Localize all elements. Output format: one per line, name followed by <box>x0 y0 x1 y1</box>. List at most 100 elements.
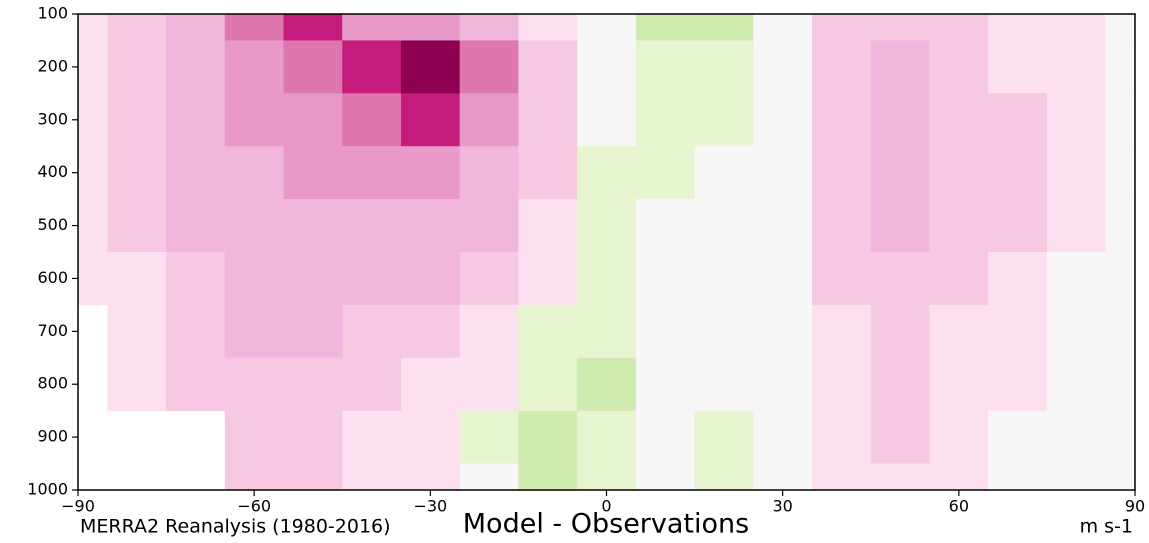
contour-cell <box>870 40 930 94</box>
contour-cell <box>753 40 813 94</box>
contour-cell <box>166 304 226 359</box>
contour-cell <box>1046 146 1107 200</box>
contour-cell <box>870 14 930 41</box>
contour-cell <box>753 252 813 306</box>
contour-cell <box>812 199 872 253</box>
contour-cell <box>342 40 402 94</box>
contour-cell <box>459 304 519 359</box>
contour-cell <box>78 146 108 200</box>
contour-cell <box>812 93 872 147</box>
contour-cell <box>224 304 285 359</box>
contour-cell <box>283 93 343 147</box>
contour-cell <box>1105 199 1135 253</box>
contour-cell <box>577 304 637 359</box>
contour-cell <box>1046 357 1107 412</box>
y-tick-label: 800 <box>37 374 68 393</box>
contour-cell <box>224 14 285 41</box>
contour-cell <box>694 357 754 412</box>
contour-cell <box>635 199 696 253</box>
contour-cell <box>988 357 1048 412</box>
contour-cell <box>812 146 872 200</box>
contour-cell <box>342 199 402 253</box>
contour-cell <box>577 357 637 412</box>
contour-cell <box>1046 199 1107 253</box>
contour-cell <box>459 146 519 200</box>
contour-cell <box>635 40 696 94</box>
contour-cell <box>400 146 461 200</box>
contour-cell <box>753 410 813 465</box>
contour-cell <box>577 14 637 41</box>
contour-cell <box>459 14 519 41</box>
contour-cell <box>518 252 578 306</box>
x-tick-label: 0 <box>601 497 611 516</box>
contour-cell <box>283 40 343 94</box>
contour-cell <box>1105 40 1135 94</box>
contour-cell <box>400 304 461 359</box>
x-tick-label: 90 <box>1125 497 1145 516</box>
contour-cell <box>870 304 930 359</box>
contour-cell <box>812 304 872 359</box>
contour-cell <box>870 146 930 200</box>
contour-cell <box>988 14 1048 41</box>
contour-cell <box>577 199 637 253</box>
contour-cell <box>166 93 226 147</box>
contour-cell <box>694 14 754 41</box>
contour-cell <box>988 199 1048 253</box>
contour-cell <box>342 93 402 147</box>
contour-cell <box>694 146 754 200</box>
contour-cell <box>988 93 1048 147</box>
y-tick-label: 400 <box>37 162 68 181</box>
contour-cell <box>929 40 989 94</box>
contour-cell <box>166 14 226 41</box>
contour-cell <box>459 40 519 94</box>
contour-cell <box>812 463 872 490</box>
contour-cell <box>78 199 108 253</box>
contour-cell <box>107 146 167 200</box>
contour-cell <box>988 252 1048 306</box>
contour-cell <box>577 146 637 200</box>
y-tick-label: 1000 <box>27 480 68 499</box>
contour-cell <box>929 146 989 200</box>
y-tick-label: 600 <box>37 268 68 287</box>
contour-cell <box>459 199 519 253</box>
contour-cell <box>518 93 578 147</box>
y-tick-label: 500 <box>37 215 68 234</box>
contour-cell <box>283 463 343 490</box>
contour-cell <box>283 199 343 253</box>
contour-cell <box>107 252 167 306</box>
contour-cell <box>459 463 519 490</box>
contour-cell <box>635 146 696 200</box>
contour-cell <box>812 357 872 412</box>
contour-cell <box>400 463 461 490</box>
contour-cell <box>1046 410 1107 465</box>
contour-cell <box>283 357 343 412</box>
contour-cell <box>635 93 696 147</box>
contour-cell <box>1105 146 1135 200</box>
contour-cell <box>400 40 461 94</box>
contour-cell <box>518 410 578 465</box>
contour-cell <box>753 463 813 490</box>
contour-cell <box>78 14 108 41</box>
contour-cell <box>459 252 519 306</box>
contour-cell <box>988 304 1048 359</box>
contour-cell <box>635 14 696 41</box>
contour-cell <box>518 199 578 253</box>
contour-cell <box>753 14 813 41</box>
contour-cell <box>1046 14 1107 41</box>
contour-cell <box>870 93 930 147</box>
contour-cell <box>342 463 402 490</box>
x-tick-label: −30 <box>413 497 447 516</box>
contour-cell <box>812 14 872 41</box>
contour-cell <box>459 93 519 147</box>
contour-cell <box>224 463 285 490</box>
contour-cell <box>694 252 754 306</box>
contour-cell <box>78 252 108 306</box>
contour-cell <box>224 40 285 94</box>
contour-cell <box>1046 252 1107 306</box>
contour-cell <box>107 304 167 359</box>
contour-cell <box>107 199 167 253</box>
contour-cell <box>283 146 343 200</box>
contour-cell <box>753 146 813 200</box>
contour-cell <box>107 14 167 41</box>
